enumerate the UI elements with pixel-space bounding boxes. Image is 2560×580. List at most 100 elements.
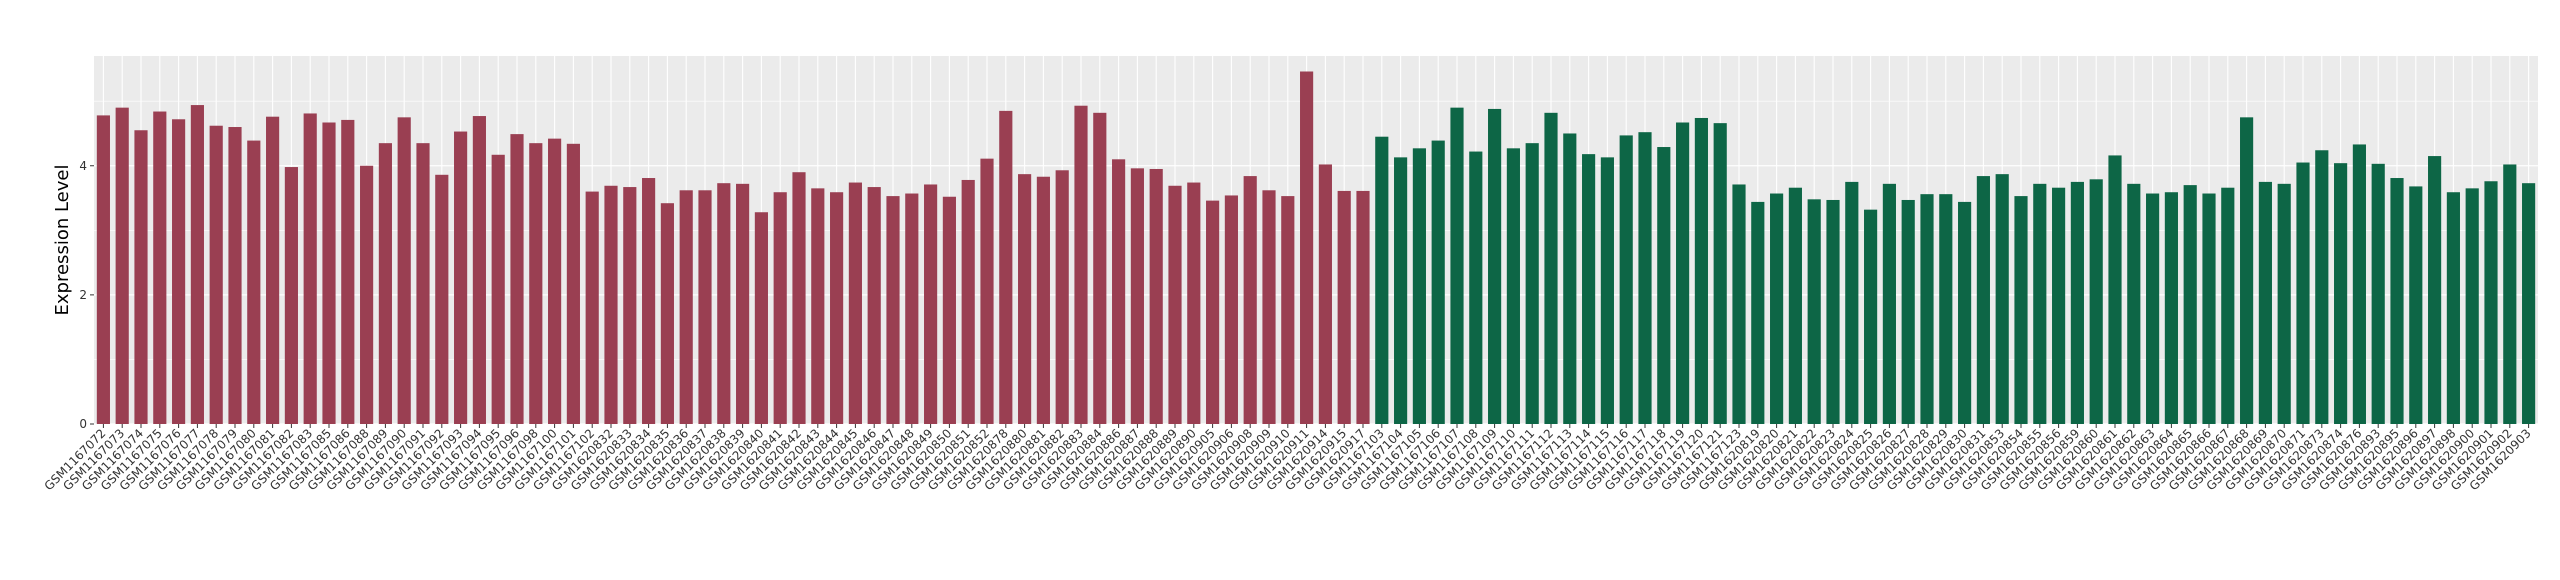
bar	[435, 174, 449, 424]
bar	[2352, 144, 2366, 424]
bar	[1281, 196, 1295, 424]
bar	[1337, 190, 1351, 424]
bar	[1431, 140, 1445, 424]
bar	[999, 110, 1013, 424]
bar	[1112, 159, 1126, 424]
bar	[1206, 200, 1220, 424]
bar	[1920, 194, 1934, 424]
bar	[2334, 163, 2348, 424]
bar	[2014, 196, 2028, 424]
bar	[1074, 105, 1088, 424]
bar	[416, 143, 430, 424]
bar	[566, 143, 580, 424]
bar	[1694, 117, 1708, 425]
bar	[1187, 182, 1201, 424]
bar	[1807, 199, 1821, 424]
bar	[698, 190, 712, 424]
bar	[1224, 195, 1238, 424]
bar	[848, 182, 862, 424]
bar	[1619, 135, 1633, 424]
bar	[830, 192, 844, 424]
bar	[266, 116, 280, 425]
bar	[1751, 201, 1765, 424]
bar	[96, 115, 110, 425]
bar	[1450, 107, 1464, 425]
bar	[754, 212, 768, 424]
bar	[2089, 179, 2103, 424]
bar	[2258, 181, 2272, 424]
bar	[529, 143, 543, 424]
bar	[886, 196, 900, 424]
bar	[2183, 185, 2197, 424]
bar	[961, 179, 975, 424]
bar	[1582, 154, 1596, 424]
bar	[397, 117, 411, 424]
bar	[2033, 183, 2047, 424]
bar	[2052, 187, 2066, 424]
bar	[284, 167, 298, 425]
bar	[905, 193, 919, 424]
bar	[1130, 168, 1144, 424]
bar	[604, 185, 618, 424]
bar	[1055, 170, 1069, 424]
bar	[190, 105, 204, 425]
bar	[2371, 163, 2385, 424]
bar	[1525, 143, 1539, 424]
bar	[792, 172, 806, 424]
bar	[2428, 156, 2442, 424]
bar	[2127, 183, 2141, 424]
bar	[660, 203, 674, 424]
bar	[1506, 148, 1520, 424]
bar	[1713, 123, 1727, 424]
bar	[510, 134, 524, 424]
bar	[2409, 186, 2423, 424]
bar	[1995, 174, 2009, 424]
bar	[2315, 150, 2329, 424]
bar	[1036, 176, 1050, 424]
bar	[773, 192, 787, 424]
bar	[360, 165, 374, 424]
bar	[134, 130, 148, 425]
y-axis: 0 2 4	[79, 159, 94, 431]
x-axis: GSM1167072GSM1167073GSM1167074GSM1167075…	[42, 424, 2534, 493]
bar	[1958, 201, 1972, 424]
bar	[1939, 194, 1953, 424]
bar	[2465, 188, 2479, 424]
bar	[1845, 181, 1859, 424]
y-tick-label: 0	[79, 417, 87, 431]
bar	[2277, 183, 2291, 424]
bar	[1318, 164, 1332, 424]
bar	[1262, 190, 1276, 424]
y-axis-title: Expression Level	[52, 165, 73, 316]
bar	[585, 191, 599, 424]
bar	[980, 158, 994, 424]
bar	[228, 127, 242, 424]
bar	[2484, 181, 2498, 424]
bar	[548, 138, 562, 424]
bar	[2146, 193, 2160, 424]
bar	[1300, 71, 1314, 424]
bar	[2240, 117, 2254, 424]
bar	[1901, 199, 1915, 424]
bar	[867, 187, 881, 424]
y-tick-label: 2	[79, 288, 87, 302]
bar	[642, 178, 656, 424]
bars	[96, 71, 2536, 425]
bar	[1563, 133, 1577, 424]
bar	[2296, 162, 2310, 425]
bar	[1976, 176, 1990, 424]
bar	[924, 184, 938, 424]
bar	[153, 111, 167, 425]
bar	[491, 154, 505, 425]
bar	[2070, 181, 2084, 424]
bar	[1544, 112, 1558, 425]
bar	[942, 196, 956, 424]
bar	[1469, 151, 1483, 424]
bar	[679, 190, 693, 424]
bar	[2202, 193, 2216, 424]
bar	[2221, 187, 2235, 424]
bar	[717, 183, 731, 424]
bar	[1018, 174, 1032, 424]
bar	[1394, 157, 1408, 425]
